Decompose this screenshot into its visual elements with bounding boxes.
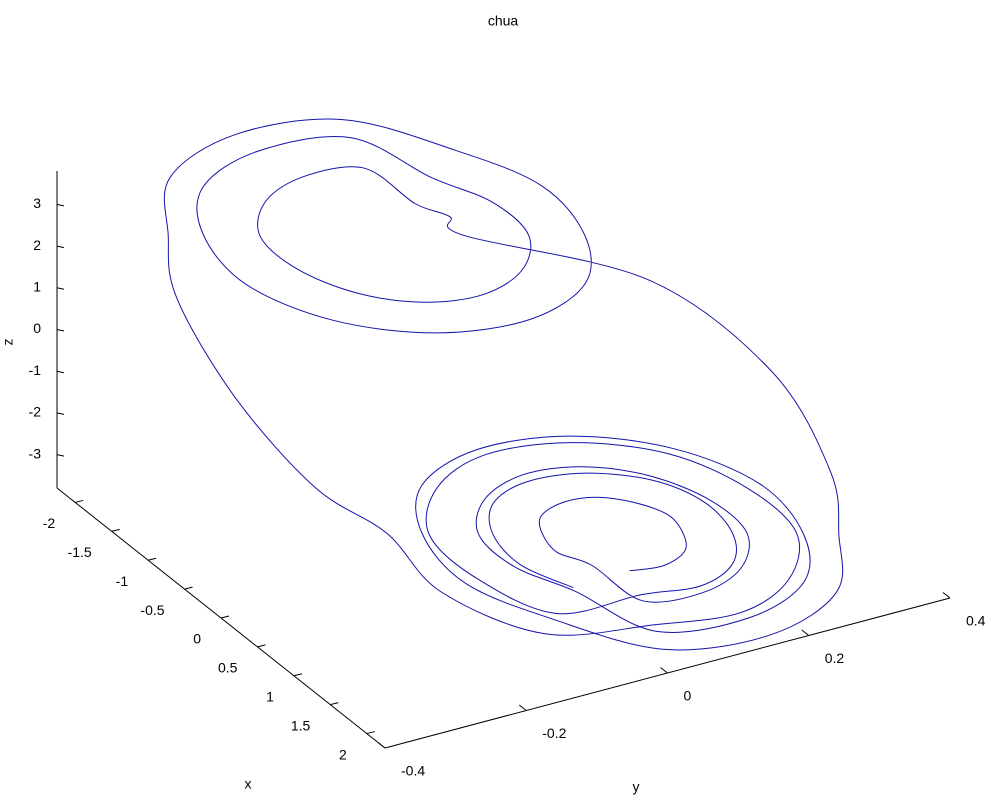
x-tick-label: -2	[43, 515, 56, 531]
x-tick	[293, 673, 303, 677]
z-tick	[56, 287, 65, 290]
x-tick-label: 1	[266, 688, 274, 704]
chart-title: chua	[488, 13, 519, 29]
z-tick	[56, 412, 65, 415]
x-tick	[257, 644, 266, 648]
x-axis-label: x	[245, 776, 252, 792]
z-axis-label: z	[0, 339, 16, 346]
y-tick-label: 0	[684, 688, 692, 704]
z-tick	[56, 454, 65, 457]
z-tick	[56, 329, 65, 332]
x-tick	[75, 499, 84, 503]
y-tick	[942, 592, 951, 599]
y-tick-label: 0.2	[825, 650, 845, 666]
trajectory	[163, 118, 844, 651]
z-tick-label: -2	[29, 404, 42, 420]
y-axis-label: y	[633, 779, 640, 795]
z-tick	[56, 370, 65, 374]
z-tick	[56, 203, 65, 207]
x-tick	[147, 557, 157, 561]
y-tick	[377, 742, 386, 749]
y-tick	[801, 629, 810, 636]
x-tick	[220, 615, 230, 619]
y-tick	[518, 704, 527, 711]
z-tick-label: 0	[33, 320, 41, 336]
y-tick-label: -0.4	[401, 763, 425, 779]
x-tick-label: 0.5	[218, 660, 238, 676]
x-tick-label: 2	[339, 746, 347, 762]
y-tick-label: -0.2	[542, 725, 566, 741]
z-tick-label: 2	[33, 237, 41, 253]
z-tick-label: -3	[29, 445, 42, 461]
x-tick-label: -0.5	[140, 602, 164, 618]
x-tick-label: -1	[116, 573, 129, 589]
x-tick	[366, 731, 375, 735]
z-tick	[56, 245, 65, 249]
x-tick	[184, 586, 193, 590]
z-tick-label: 1	[33, 278, 41, 294]
x-tick-label: 1.5	[291, 717, 311, 733]
z-tick-label: 3	[33, 195, 41, 211]
z-tick-label: -1	[29, 362, 42, 378]
x-tick-label: -1.5	[68, 544, 92, 560]
x-tick	[111, 528, 120, 532]
y-tick	[660, 667, 668, 674]
x-tick-label: 0	[193, 631, 201, 647]
y-tick-label: 0.4	[966, 613, 986, 629]
x-tick	[330, 702, 339, 706]
